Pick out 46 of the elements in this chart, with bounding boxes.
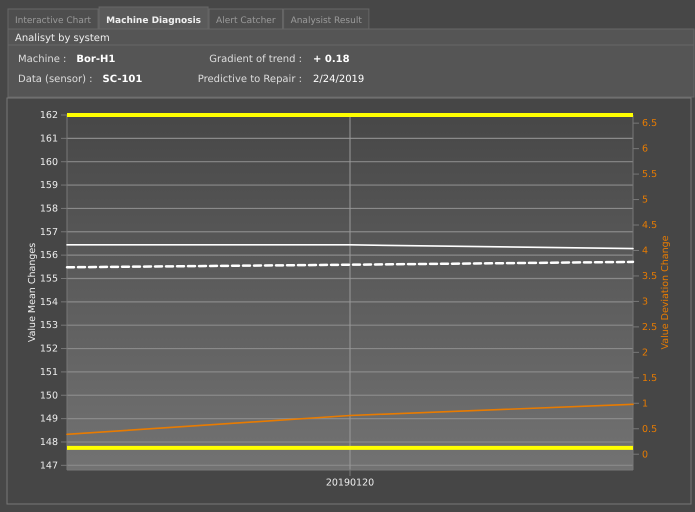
x-tick-label: 20190120	[326, 478, 374, 489]
y-tick-label: 162	[40, 110, 58, 122]
text: Data (sensor) :	[18, 74, 93, 85]
text: Machine :	[18, 54, 66, 65]
y-tick-label: 155	[40, 274, 58, 285]
y-tick-label: 157	[40, 226, 58, 238]
y2-tick-label: 3	[642, 296, 648, 308]
y-tick-label: 159	[40, 180, 58, 192]
y2-tick-label: 5.5	[642, 169, 658, 180]
y-tick-label: 149	[40, 414, 58, 425]
y2-tick-label: 6.5	[642, 118, 658, 130]
y-tick-label: 152	[40, 344, 58, 355]
y2-tick-label: 2.5	[642, 322, 658, 333]
text: Predictive to Repair :	[198, 74, 302, 85]
y-tick-label: 156	[40, 250, 58, 262]
text: Gradient of trend :	[209, 54, 302, 65]
y2-tick-label: 4	[642, 246, 648, 257]
tab: Analysist Result	[283, 8, 370, 30]
y2-tick-label: 2	[642, 347, 648, 358]
tab: Interactive Chart	[8, 8, 99, 30]
y-tick-label: 151	[40, 366, 58, 378]
text: 2/24/2019	[313, 74, 364, 85]
y2-tick-label: 6	[642, 144, 648, 155]
y-axis-title: Value Mean Changes	[27, 242, 38, 342]
y-tick-label: 150	[40, 390, 58, 402]
tab: Alert Catcher	[208, 8, 284, 30]
chart-title: Analisyt by system	[15, 33, 110, 44]
y2-tick-label: 5	[642, 194, 648, 206]
y2-axis-title: Value Deviation Change	[660, 235, 671, 350]
y2-tick-label: 3.5	[642, 270, 658, 282]
y-tick-label: 153	[40, 320, 58, 332]
y2-tick-label: 1	[642, 398, 648, 410]
y-tick-label: 161	[40, 133, 58, 144]
y2-tick-label: 1.5	[642, 372, 658, 384]
y2-tick-label: 0.5	[642, 424, 658, 435]
text: SC-101	[102, 74, 142, 85]
y-tick-label: 147	[40, 460, 58, 472]
y2-tick-label: 0	[642, 449, 648, 460]
y-tick-label: 158	[40, 203, 58, 214]
tab: Machine Diagnosis	[98, 6, 209, 30]
text: + 0.18	[313, 54, 350, 65]
y2-tick-label: 4.5	[642, 220, 658, 232]
y-tick-label: 148	[40, 437, 58, 448]
y-tick-label: 160	[40, 156, 58, 168]
y-tick-label: 154	[40, 296, 58, 308]
text: Bor-H1	[76, 54, 116, 65]
